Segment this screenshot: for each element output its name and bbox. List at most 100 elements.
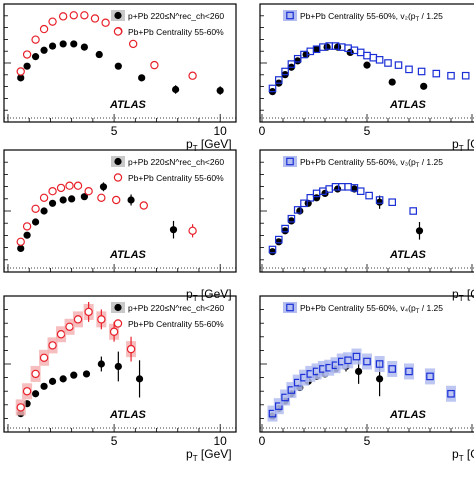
data-point [84, 186, 93, 196]
legend-tail: / 1.25 [419, 157, 443, 167]
x-tick-label: 0 [259, 124, 266, 138]
legend-marker [113, 173, 123, 182]
data-point [188, 226, 197, 235]
data-point [101, 18, 110, 27]
legend-subscript: T [416, 17, 420, 23]
data-point [39, 24, 49, 34]
systematic-band [280, 389, 291, 406]
x-axis-title-unit: [GeV] [198, 137, 232, 151]
data-point [275, 235, 283, 244]
atlas-label: ATLAS [109, 99, 147, 111]
data-point [293, 54, 302, 63]
x-axis-title-unit: [G [464, 137, 474, 151]
data-point [388, 365, 397, 373]
data-point [138, 74, 146, 82]
data-point [426, 372, 434, 381]
data-point [73, 181, 83, 190]
data-point [169, 226, 178, 234]
x-axis-title: pT [G [452, 447, 474, 463]
x-axis-title: pT [GeV] [186, 137, 232, 153]
data-point [97, 315, 106, 324]
systematic-band [305, 365, 316, 382]
legend-marker [113, 27, 123, 36]
x-axis-title-unit: [G [464, 287, 474, 301]
x-axis-title-unit: [GeV] [198, 447, 232, 461]
systematic-band [446, 385, 456, 402]
data-point [16, 403, 25, 412]
legend-label: Pb+Pb Centrality 55-60%, v₃(pT / 1.25 [300, 157, 443, 169]
data-point [302, 50, 310, 59]
data-point [31, 218, 40, 226]
data-point [40, 46, 48, 54]
data-point [369, 53, 378, 62]
data-point [352, 352, 361, 361]
data-point [294, 57, 302, 65]
data-point [90, 14, 100, 23]
legend-label: Pb+Pb Centrality 55-60%, v₄(pT / 1.25 [300, 303, 443, 315]
data-point [56, 183, 66, 193]
data-point [58, 12, 68, 21]
data-point [97, 360, 105, 368]
data-point [48, 17, 57, 26]
data-point [48, 199, 57, 207]
x-axis-title: pT [G [452, 137, 474, 153]
data-point [275, 76, 283, 84]
data-point [112, 195, 121, 205]
data-point [127, 196, 135, 204]
systematic-band [311, 363, 322, 380]
data-point [172, 85, 180, 94]
systematic-band [404, 363, 414, 380]
data-point [356, 187, 365, 196]
data-point [59, 375, 67, 383]
data-point [268, 248, 277, 256]
data-point [22, 50, 32, 59]
systematic-band [343, 352, 354, 369]
legend-label: Pb+Pb Centrality 55-60% [128, 173, 224, 183]
data-point [31, 53, 40, 61]
systematic-band [351, 348, 362, 365]
series-0 [17, 351, 144, 418]
x-tick-label: 5 [364, 124, 371, 138]
atlas-label: ATLAS [389, 99, 427, 111]
series-0 [268, 185, 424, 256]
legend-label: Pb+Pb Centrality 55-60% [128, 319, 224, 329]
series-1 [15, 302, 137, 416]
data-point [384, 59, 392, 67]
x-axis-title-unit: [GeV] [198, 287, 232, 301]
data-point [48, 377, 57, 385]
data-point [346, 48, 354, 57]
data-point [447, 389, 455, 398]
data-point [48, 341, 57, 350]
data-point [40, 207, 48, 215]
data-point [417, 67, 426, 76]
data-point [321, 189, 329, 197]
systematic-band [324, 359, 335, 376]
panel-frame [259, 149, 474, 273]
data-point [388, 78, 396, 86]
data-point [40, 382, 48, 390]
data-point [376, 198, 384, 206]
data-point [375, 360, 384, 368]
data-point [22, 387, 32, 396]
data-point [287, 217, 295, 225]
data-point [39, 353, 49, 362]
data-point [432, 69, 441, 78]
data-point [409, 207, 418, 215]
systematic-band [317, 360, 328, 377]
legend-marker [286, 11, 294, 20]
x-tick-label: 5 [364, 434, 371, 448]
data-point [99, 183, 108, 191]
legend-label: p+Pb 220≤N^rec_ch<260 [128, 157, 224, 167]
legend-marker [286, 303, 294, 312]
data-point [31, 35, 40, 44]
data-point [80, 43, 88, 51]
systematic-band [286, 382, 297, 399]
systematic-band [273, 398, 284, 415]
systematic-band [387, 360, 398, 377]
systematic-band [330, 357, 341, 374]
x-axis-title-sub: T [459, 454, 464, 463]
legend-marker [113, 319, 123, 328]
data-point [73, 315, 83, 324]
data-point [355, 367, 363, 376]
panel-row3-left: 5 10 ATLAS p+Pb 220≤N^rec_ch<260 Pb+Pb Centr… [3, 295, 237, 463]
